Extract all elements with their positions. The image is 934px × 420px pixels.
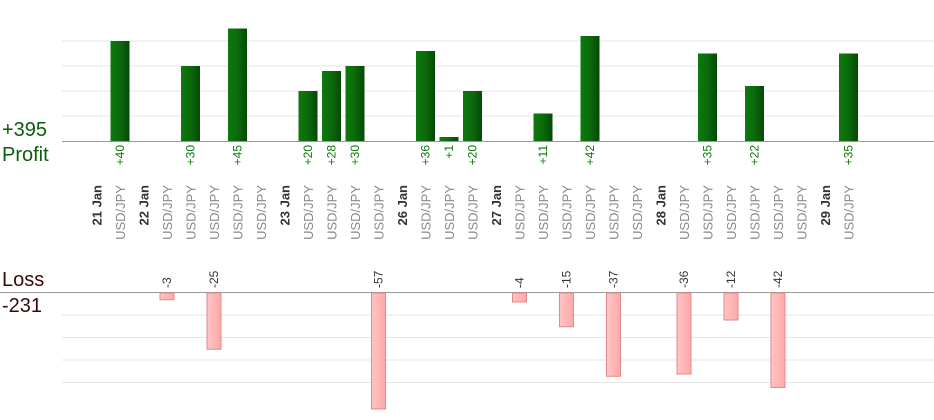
date-label: 28 Jan <box>654 185 669 226</box>
date-label: 22 Jan <box>137 185 152 226</box>
trade-symbol-label: USD/JPY <box>771 185 786 240</box>
trade-symbol-label: USD/JPY <box>301 185 316 240</box>
profit-bar <box>439 137 459 141</box>
profit-value-label: +45 <box>231 145 245 166</box>
loss-bar <box>559 292 574 328</box>
trade-symbol-label: USD/JPY <box>842 185 857 240</box>
profit-bar <box>345 66 365 141</box>
trade-symbol-label: USD/JPY <box>254 185 269 240</box>
profit-label: Profit <box>2 144 49 166</box>
loss-value-label: -57 <box>372 270 386 288</box>
trade-symbol-label: USD/JPY <box>630 185 645 240</box>
profit-value-label: +35 <box>701 145 715 166</box>
trade-symbol-label: USD/JPY <box>607 185 622 240</box>
trade-symbol-label: USD/JPY <box>560 185 575 240</box>
trade-symbol-label: USD/JPY <box>677 185 692 240</box>
date-label: 29 Jan <box>818 185 833 226</box>
profit-bar <box>228 28 247 141</box>
profit-bar <box>463 91 482 141</box>
profit-bar <box>533 113 553 141</box>
profit-total: +395 <box>2 119 48 141</box>
loss-value-label: -3 <box>160 277 174 288</box>
loss-bar <box>512 292 527 303</box>
profit-value-label: +42 <box>583 145 597 166</box>
profit-bar <box>181 66 200 141</box>
loss-bar <box>770 292 786 388</box>
trade-symbol-label: USD/JPY <box>466 185 481 240</box>
date-label: 23 Jan <box>278 185 293 226</box>
profit-value-label: +20 <box>301 145 315 166</box>
loss-bar <box>723 292 739 321</box>
profit-value-label: +20 <box>466 145 480 166</box>
profit-value-label: +36 <box>419 145 433 166</box>
trade-symbol-label: USD/JPY <box>160 185 175 240</box>
loss-value-label: -15 <box>560 270 574 288</box>
loss-bar <box>676 292 692 375</box>
profit-bar <box>110 41 130 141</box>
trade-symbol-label: USD/JPY <box>184 185 199 240</box>
trade-symbol-label: USD/JPY <box>442 185 457 240</box>
profit-bar <box>298 91 318 141</box>
profit-bar <box>698 53 717 141</box>
trade-symbol-label: USD/JPY <box>701 185 716 240</box>
loss-bar <box>606 292 621 377</box>
profit-value-label: +35 <box>842 145 856 166</box>
loss-label: Loss <box>2 269 45 291</box>
profit-value-label: +11 <box>536 145 550 165</box>
date-label: 27 Jan <box>489 185 504 226</box>
profit-bars <box>110 28 858 141</box>
profit-bar <box>580 36 600 141</box>
loss-value-label: -36 <box>677 270 691 288</box>
profit-bar <box>745 86 764 141</box>
loss-value-label: -42 <box>771 270 785 288</box>
trade-symbol-label: USD/JPY <box>372 185 387 240</box>
profit-value-label: +22 <box>748 145 762 166</box>
profit-bar <box>416 51 435 141</box>
trade-symbol-label: USD/JPY <box>583 185 598 240</box>
loss-value-label: -4 <box>513 277 527 288</box>
profit-value-label: +30 <box>184 145 198 166</box>
profit-value-label: +28 <box>325 145 339 166</box>
x-axis-labels: USD/JPY USD/JPY USD/JPY USD/JPY USD/JPY USD/J… <box>90 185 857 240</box>
trade-symbol-label: USD/JPY <box>207 185 222 240</box>
trade-symbol-label: USD/JPY <box>724 185 739 240</box>
loss-value-label: -12 <box>724 270 738 288</box>
value-labels: +40 -3 +30 -25 +45 +20 +28 +30 -57 +36 +1 +20 -4 +11 -… <box>113 145 856 288</box>
trade-symbol-label: USD/JPY <box>536 185 551 240</box>
trade-symbol-label: USD/JPY <box>231 185 246 240</box>
trade-symbol-label: USD/JPY <box>748 185 763 240</box>
loss-value-label: -25 <box>207 270 221 288</box>
date-label: 26 Jan <box>395 185 410 226</box>
trade-symbol-label: USD/JPY <box>348 185 363 240</box>
trade-symbol-label: USD/JPY <box>113 185 128 240</box>
loss-bar <box>371 292 386 410</box>
profit-bar <box>322 71 341 141</box>
loss-bar <box>159 292 175 301</box>
date-label: 21 Jan <box>90 185 105 226</box>
profit-value-label: +30 <box>348 145 362 166</box>
profit-value-label: +40 <box>113 145 127 166</box>
profit-value-label: +1 <box>442 145 456 159</box>
trade-symbol-label: USD/JPY <box>325 185 340 240</box>
profit-bar <box>839 53 858 141</box>
trade-symbol-label: USD/JPY <box>795 185 810 240</box>
trade-symbol-label: USD/JPY <box>419 185 434 240</box>
loss-value-label: -37 <box>607 270 621 288</box>
loss-total: -231 <box>2 295 43 317</box>
loss-bar <box>206 292 222 350</box>
loss-bars <box>159 292 786 410</box>
trade-symbol-label: USD/JPY <box>513 185 528 240</box>
